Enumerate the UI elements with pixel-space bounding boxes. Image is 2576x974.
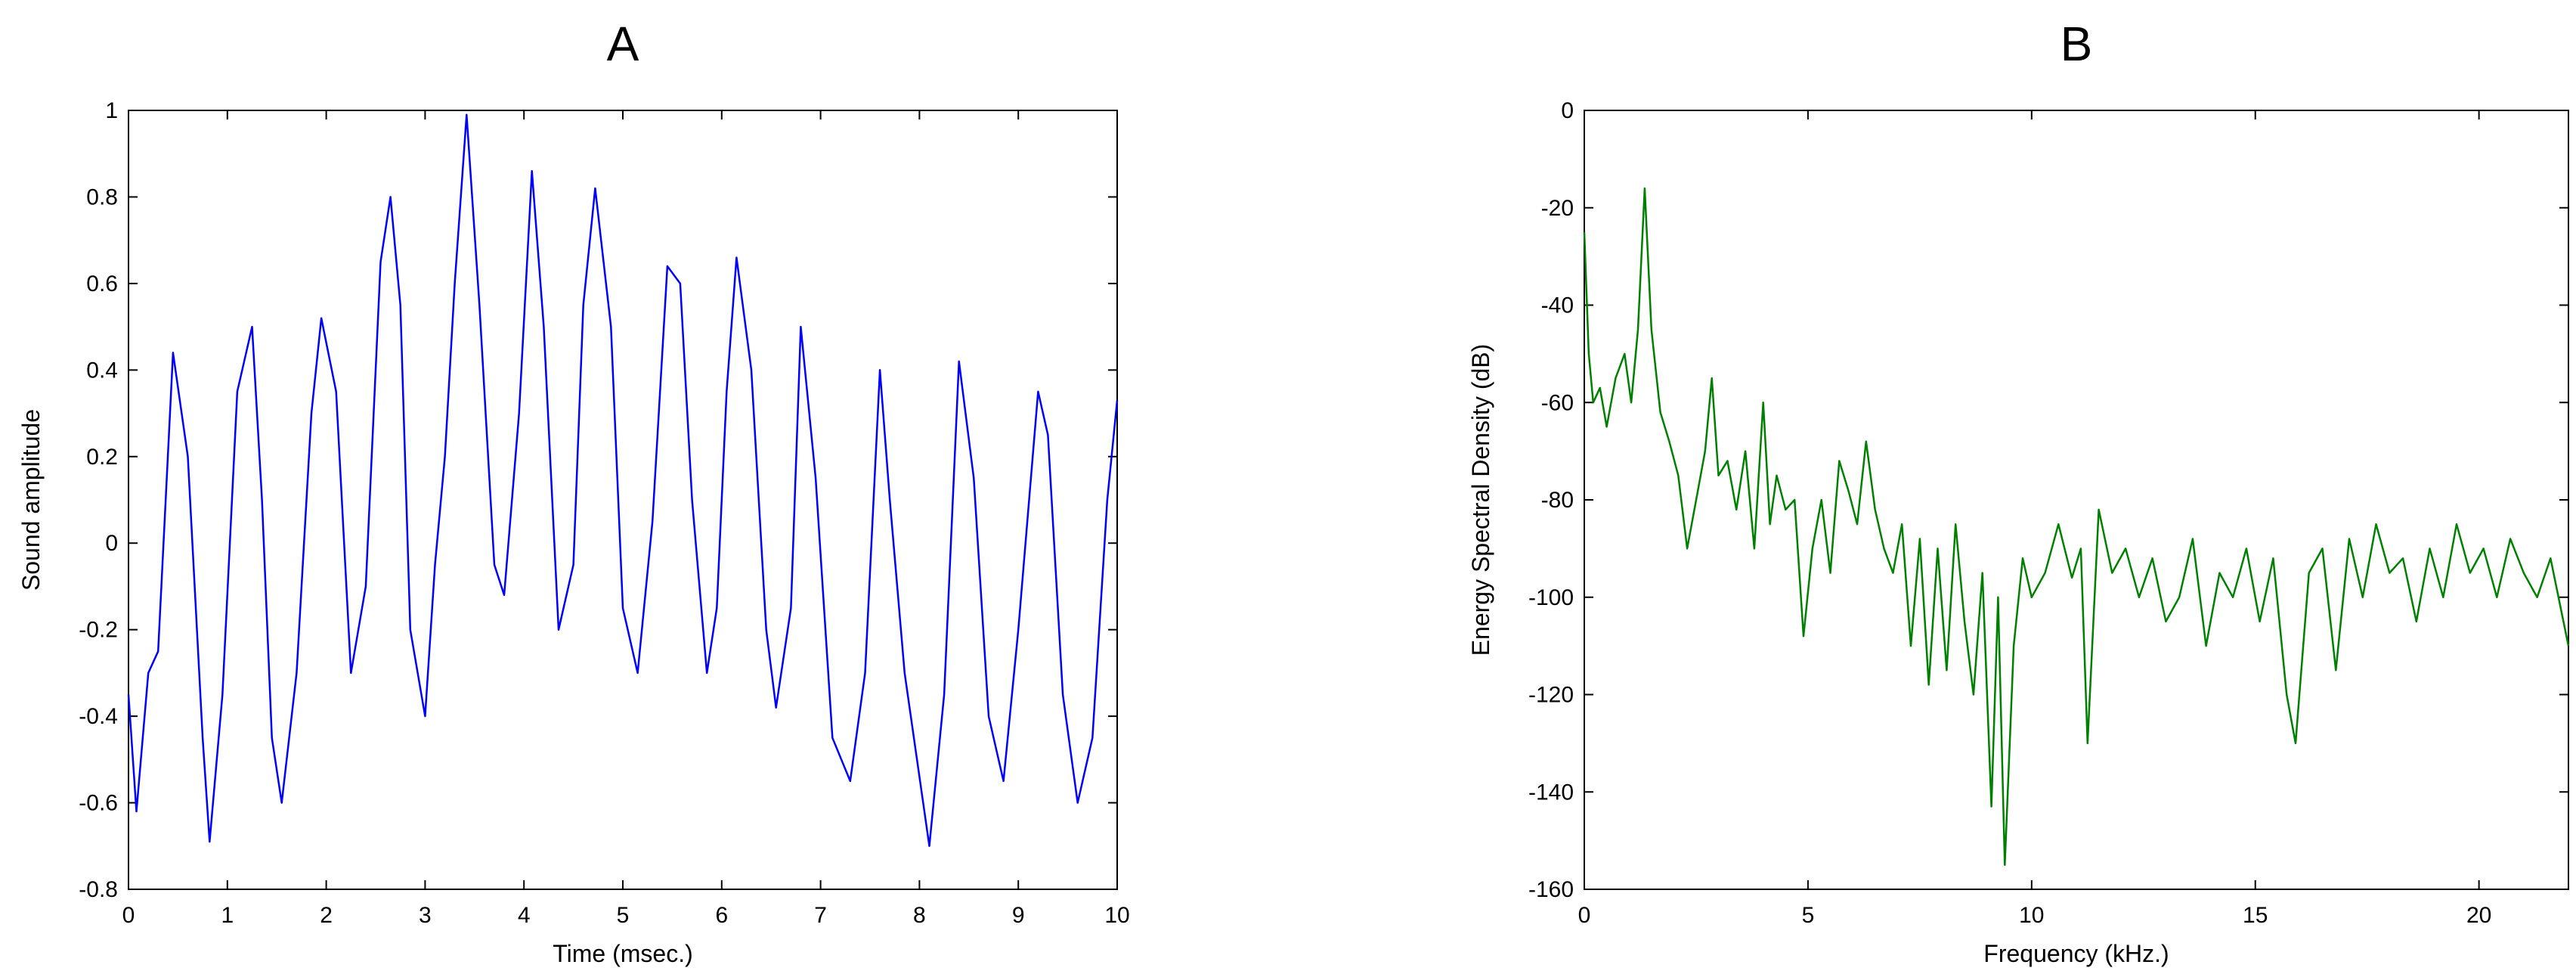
- y-tick-label: -60: [1541, 390, 1574, 415]
- y-tick-label: -20: [1541, 196, 1574, 221]
- x-tick-label: 2: [320, 903, 333, 928]
- x-axis-label: Time (msec.): [553, 940, 692, 967]
- panel-label: B: [2060, 17, 2093, 71]
- x-tick-label: 10: [1104, 903, 1129, 928]
- y-tick-label: -140: [1528, 780, 1574, 805]
- plot-frame: [1584, 110, 2569, 890]
- y-tick-label: -80: [1541, 488, 1574, 513]
- x-tick-label: 0: [1578, 903, 1591, 928]
- y-axis-label: Energy Spectral Density (dB): [1467, 344, 1494, 656]
- y-tick-label: -100: [1528, 585, 1574, 610]
- y-axis-label: Sound amplitude: [17, 409, 45, 591]
- x-tick-label: 20: [2466, 903, 2491, 928]
- panel-label: A: [607, 17, 639, 71]
- y-tick-label: 0: [1561, 98, 1574, 123]
- series-line: [127, 113, 1119, 848]
- x-tick-label: 10: [2019, 903, 2044, 928]
- y-tick-label: -0.2: [79, 618, 118, 643]
- y-tick-label: 1: [105, 98, 118, 123]
- y-tick-label: 0.6: [86, 271, 118, 296]
- y-tick-label: 0.8: [86, 185, 118, 209]
- x-tick-label: 9: [1012, 903, 1025, 928]
- x-tick-label: 6: [715, 903, 728, 928]
- y-tick-label: 0: [105, 531, 118, 556]
- chart-panel-a: A 0 1 2 3 4 5 6 7 8 9 10 -0.8 -0.6 -0.4 -0.2 0 0.2 0.4 0.6 0…: [17, 17, 1130, 967]
- x-tick-label: 3: [419, 903, 432, 928]
- x-tick-label: 5: [617, 903, 630, 928]
- chart-panel-b: B 0 5 10 15 20 -160 -140 -120 -100 -80 -60 -40 -20 0 Fr…: [1467, 17, 2570, 967]
- x-tick-label: 5: [1802, 903, 1815, 928]
- x-tick-label: 7: [814, 903, 827, 928]
- series-line: [1583, 187, 2570, 867]
- x-tick-label: 4: [518, 903, 531, 928]
- y-tick-label: -120: [1528, 683, 1574, 708]
- y-tick-label: -160: [1528, 877, 1574, 902]
- x-tick-label: 1: [221, 903, 234, 928]
- y-tick-label: -0.4: [79, 704, 118, 729]
- y-tick-label: -0.8: [79, 877, 118, 902]
- y-tick-label: 0.4: [86, 358, 118, 383]
- x-tick-label: 0: [122, 903, 135, 928]
- x-axis-label: Frequency (kHz.): [1983, 940, 2169, 967]
- y-tick-label: -0.6: [79, 791, 118, 816]
- y-tick-label: 0.2: [86, 445, 118, 470]
- y-tick-label: -40: [1541, 293, 1574, 318]
- x-tick-label: 15: [2243, 903, 2268, 928]
- x-tick-label: 8: [913, 903, 926, 928]
